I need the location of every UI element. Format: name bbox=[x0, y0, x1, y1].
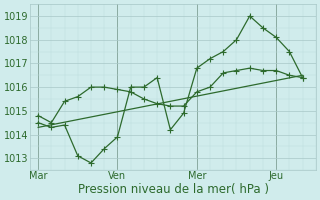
X-axis label: Pression niveau de la mer( hPa ): Pression niveau de la mer( hPa ) bbox=[77, 183, 268, 196]
